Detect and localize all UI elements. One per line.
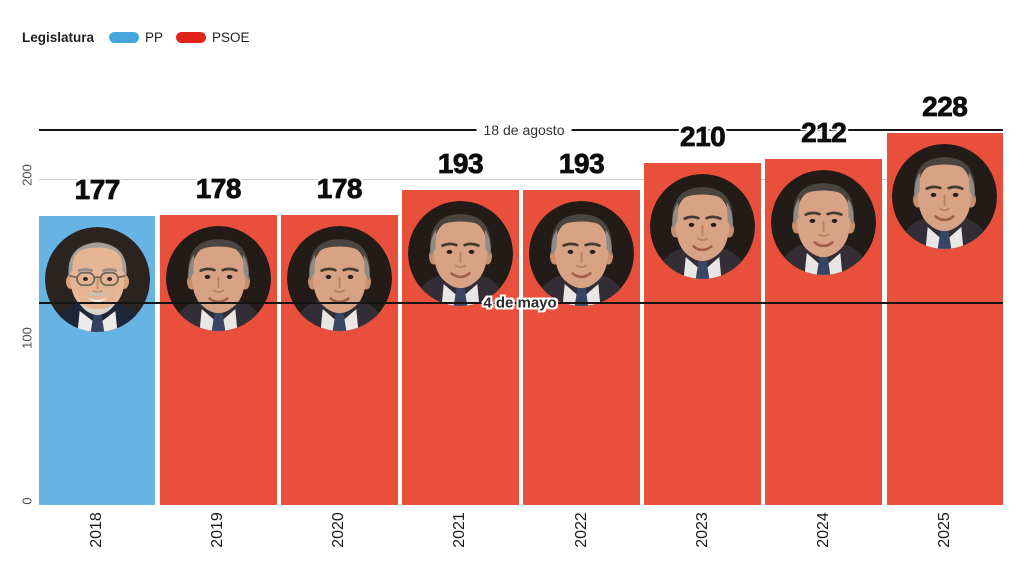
x-axis-label-2020: 2020 <box>330 512 348 548</box>
y-axis-tick-0: 0 <box>19 497 35 505</box>
reference-line-mayo <box>39 302 1003 304</box>
x-axis-label-2024: 2024 <box>814 512 832 548</box>
sanchez-face-icon <box>287 226 392 331</box>
x-axis-label-2021: 2021 <box>451 512 469 548</box>
sanchez-face-icon <box>650 174 755 279</box>
legend: Legislatura PP PSOE <box>22 30 250 45</box>
sanchez-face-icon <box>408 201 513 306</box>
x-axis-label-2019: 2019 <box>209 512 227 548</box>
value-label-2022: 193 <box>558 148 606 180</box>
pp-swatch-icon <box>109 32 140 43</box>
x-axis-label-2023: 2023 <box>693 512 711 548</box>
sanchez-face-icon <box>771 170 876 275</box>
y-axis-tick-200: 200 <box>19 164 35 186</box>
x-axis-label-2025: 2025 <box>935 512 953 548</box>
value-label-2025: 228 <box>922 91 969 123</box>
sanchez-face-icon <box>166 226 271 331</box>
value-label-2023: 210 <box>680 120 727 152</box>
rajoy-face-icon <box>45 227 150 332</box>
sanchez-face-icon <box>892 144 997 249</box>
legend-label-psoe: PSOE <box>212 30 250 45</box>
y-axis-tick-100: 100 <box>19 327 35 349</box>
legend-item-pp: PP <box>109 30 163 45</box>
value-label-2024: 212 <box>801 117 848 149</box>
reference-line-label-mayo: 4 de mayo <box>483 294 557 312</box>
value-label-2020: 178 <box>316 172 363 204</box>
sanchez-face-icon <box>529 201 634 306</box>
value-label-2021: 193 <box>437 148 484 180</box>
value-label-2018: 177 <box>74 174 121 206</box>
legend-item-psoe: PSOE <box>176 30 250 45</box>
legend-title: Legislatura <box>22 30 95 45</box>
psoe-swatch-icon <box>176 32 207 43</box>
legend-label-pp: PP <box>145 30 164 45</box>
reference-line-label-agosto: 18 de agosto <box>476 121 572 139</box>
x-axis-label-2022: 2022 <box>572 512 590 548</box>
x-axis-label-2018: 2018 <box>88 512 106 548</box>
value-label-2019: 178 <box>195 172 242 204</box>
gridline-200 <box>39 179 1003 180</box>
